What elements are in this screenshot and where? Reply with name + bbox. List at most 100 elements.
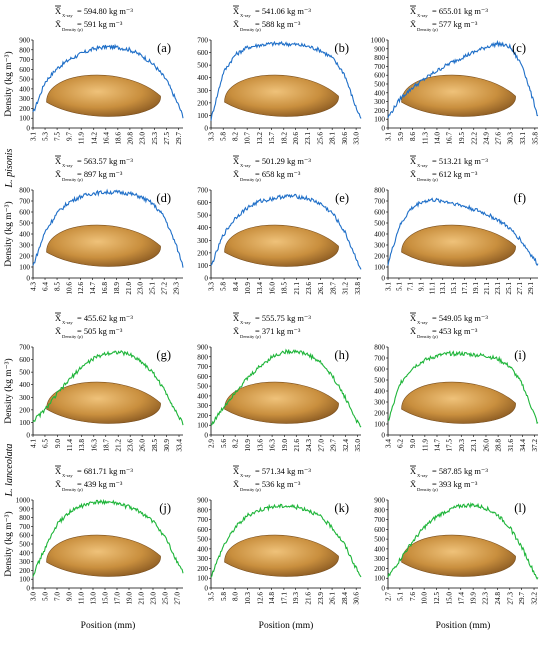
x-tick-label: 10.0 [421, 592, 429, 605]
y-tick-label: 600 [374, 209, 385, 217]
x-tick-label: 19.0 [126, 592, 134, 605]
panel-f: X̄ X-ray = 513.21 kg m⁻³X̄Density (ρ)= 612… [374, 155, 539, 295]
x-tick-label: 24.9 [482, 132, 490, 145]
x-tick-label: 18.5 [281, 282, 289, 295]
panels: X̄ X-ray = 594.80 kg m⁻³X̄Density (ρ)= 591… [3, 5, 539, 631]
x-tick-label: 9.1 [417, 282, 425, 291]
x-tick-label: 14.2 [90, 132, 98, 145]
y-tick-label: 700 [19, 344, 30, 352]
xray-subscript: X-ray [62, 320, 73, 325]
x-tick-label: 9.0 [66, 592, 74, 601]
y-tick-label: 500 [374, 81, 385, 89]
density-profile-line [32, 349, 184, 426]
y-tick-label: 700 [374, 198, 385, 206]
x-tick-label: 5.0 [42, 592, 50, 601]
y-tick-label: 400 [197, 74, 208, 82]
x-axis-title: Position (mm) [259, 620, 314, 631]
y-tick-label: 600 [374, 526, 385, 534]
y-tick-label: 900 [374, 497, 385, 505]
x-tick-label: 34.4 [519, 439, 527, 452]
y-tick-label: 200 [19, 105, 30, 113]
density-mean: = 453 kg m⁻³ [432, 327, 478, 336]
x-tick-label: 23.1 [470, 439, 478, 452]
x-tick-label: 28.7 [330, 282, 338, 295]
x-tick-label: 3.1 [385, 132, 393, 141]
legend-symbol: X̄ [410, 467, 416, 476]
xray-subscript: X-ray [417, 473, 428, 478]
x-tick-label: 33.4 [176, 439, 184, 452]
x-tick-label: 22.2 [470, 132, 478, 145]
legend-symbol: X̄ [410, 480, 416, 489]
x-tick-label: 28.1 [329, 132, 337, 145]
x-tick-label: 26.1 [317, 282, 325, 295]
x-tick-label: 3.3 [208, 282, 216, 291]
y-tick-label: 700 [374, 516, 385, 524]
density-profile-line [387, 39, 539, 119]
y-tick-label: 500 [19, 76, 30, 84]
x-tick-label: 19.3 [292, 592, 300, 605]
x-tick-label: 31.6 [507, 439, 515, 452]
x-tick-label: 27.0 [174, 592, 182, 605]
legend-symbol: X̄ [55, 480, 61, 489]
seed-image [401, 381, 516, 424]
x-tick-label: 14.0 [433, 132, 441, 145]
y-tick-label: 600 [19, 209, 30, 217]
density-mean: = 439 kg m⁻³ [77, 480, 123, 489]
y-tick-label: 0 [26, 125, 30, 133]
y-tick-label: 200 [197, 565, 208, 573]
y-tick-label: 200 [374, 107, 385, 115]
xray-subscript: X-ray [62, 473, 73, 478]
y-tick-label: 200 [374, 565, 385, 573]
row-label-species-2: L. lanceolata [4, 444, 15, 498]
x-tick-label: 3.0 [30, 592, 38, 601]
y-tick-label: 800 [374, 187, 385, 195]
x-tick-label: 23.0 [150, 592, 158, 605]
y-tick-label: 100 [374, 264, 385, 272]
x-tick-label: 13.1 [439, 282, 447, 295]
y-tick-label: 200 [19, 253, 30, 261]
x-tick-label: 24.8 [494, 592, 502, 605]
density-profile-line [210, 40, 362, 121]
y-tick-label: 200 [374, 410, 385, 418]
y-tick-label: 500 [197, 62, 208, 70]
x-tick-label: 10.9 [244, 439, 252, 452]
panel-h: X̄ X-ray = 555.75 kg m⁻³X̄Density (ρ)= 371… [197, 312, 362, 452]
x-tick-label: 7.1 [406, 282, 414, 291]
x-tick-label: 15.0 [102, 592, 110, 605]
x-tick-label: 31.2 [342, 282, 350, 295]
panel-d: X̄ X-ray = 563.57 kg m⁻³X̄Density (ρ)= 897… [3, 155, 184, 295]
x-tick-label: 11.0 [78, 592, 86, 605]
y-tick-label: 100 [374, 421, 385, 429]
y-tick-label: 400 [19, 231, 30, 239]
seed-image [46, 224, 161, 267]
y-tick-label: 100 [374, 575, 385, 583]
y-tick-label: 700 [197, 363, 208, 371]
x-tick-label: 3.5 [208, 592, 216, 601]
x-tick-label: 16.3 [269, 439, 277, 452]
y-tick-label: 900 [374, 45, 385, 53]
density-mean: = 612 kg m⁻³ [432, 170, 478, 179]
x-tick-label: 19.1 [472, 282, 480, 295]
x-tick-label: 30.6 [353, 592, 361, 605]
y-tick-label: 400 [197, 224, 208, 232]
x-tick-label: 8.2 [232, 439, 240, 448]
y-tick-label: 600 [197, 526, 208, 534]
y-tick-label: 800 [19, 514, 30, 522]
x-tick-label: 21.6 [293, 439, 301, 452]
x-tick-label: 16.4 [102, 132, 110, 145]
x-tick-label: 3.1 [30, 132, 38, 141]
x-tick-label: 30.6 [341, 132, 349, 145]
panel-j: X̄ X-ray = 681.71 kg m⁻³X̄Density (ρ)= 439… [3, 465, 184, 631]
x-tick-label: 16.7 [446, 132, 454, 145]
legend-symbol: X̄ [55, 467, 61, 476]
y-tick-label: 300 [197, 87, 208, 95]
xray-mean: = 681.71 kg m⁻³ [77, 467, 133, 476]
x-tick-label: 6.4 [42, 282, 50, 291]
x-tick-label: 23.6 [127, 439, 135, 452]
y-tick-label: 800 [374, 506, 385, 514]
x-tick-label: 16.0 [269, 282, 277, 295]
y-tick-label: 700 [374, 355, 385, 363]
y-tick-label: 400 [19, 85, 30, 93]
y-tick-label: 0 [381, 585, 385, 593]
